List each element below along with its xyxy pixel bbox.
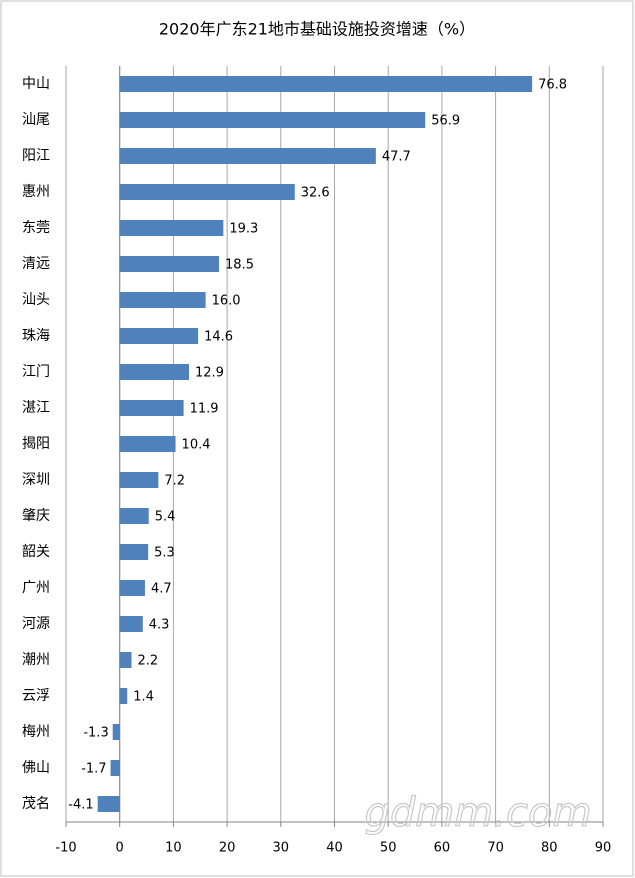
data-label: 1.4 xyxy=(133,690,154,705)
bar xyxy=(97,796,120,812)
y-tick-label: 广州 xyxy=(22,580,50,596)
bar xyxy=(119,508,149,524)
bar xyxy=(119,76,533,92)
y-tick-label: 梅州 xyxy=(22,724,50,740)
y-tick-label: 湛江 xyxy=(22,400,50,416)
data-label: 2.2 xyxy=(138,654,159,669)
bar xyxy=(119,328,199,344)
x-tick-label: 90 xyxy=(595,841,612,856)
y-tick-label: 阳江 xyxy=(22,148,50,164)
data-label: 56.9 xyxy=(431,114,460,129)
y-tick-label: 韶关 xyxy=(22,544,50,560)
data-label: 19.3 xyxy=(229,222,258,237)
x-tick-label: 50 xyxy=(380,841,397,856)
bar xyxy=(110,760,120,776)
bar xyxy=(112,724,120,740)
data-label: -4.1 xyxy=(68,798,93,813)
watermark: gdmm.com xyxy=(365,790,592,836)
data-label: 76.8 xyxy=(538,78,567,93)
data-label: 7.2 xyxy=(164,474,185,489)
x-tick-label: 40 xyxy=(326,841,343,856)
data-label: 32.6 xyxy=(301,186,330,201)
data-label: 14.6 xyxy=(204,330,233,345)
bar xyxy=(119,112,426,128)
bar xyxy=(119,256,220,272)
bar xyxy=(119,544,149,560)
y-tick-label: 汕头 xyxy=(22,292,50,308)
bar xyxy=(119,616,143,632)
y-tick-label: 东莞 xyxy=(22,220,50,236)
bar xyxy=(119,148,376,164)
bar xyxy=(119,688,128,704)
x-tick-label: -10 xyxy=(55,841,76,856)
y-tick-label: 佛山 xyxy=(22,760,50,776)
x-tick-label: 10 xyxy=(165,841,182,856)
data-label: 4.7 xyxy=(151,582,172,597)
bar xyxy=(119,400,184,416)
bar xyxy=(119,580,145,596)
y-tick-label: 河源 xyxy=(22,616,50,632)
x-tick-label: 70 xyxy=(487,841,504,856)
x-tick-label: 0 xyxy=(116,841,124,856)
data-label: 5.3 xyxy=(154,546,175,561)
data-label: -1.7 xyxy=(81,762,106,777)
data-label: 5.4 xyxy=(155,510,176,525)
bar xyxy=(119,436,176,452)
bar xyxy=(119,652,132,668)
data-label: 12.9 xyxy=(195,366,224,381)
chart-title: 2020年广东21地市基础设施投资增速（%） xyxy=(159,20,475,39)
y-tick-label: 潮州 xyxy=(22,652,50,668)
y-tick-label: 深圳 xyxy=(22,472,50,488)
y-tick-label: 揭阳 xyxy=(22,436,50,452)
y-tick-label: 江门 xyxy=(22,364,50,380)
y-tick-label: 中山 xyxy=(22,76,50,92)
x-tick-label: 30 xyxy=(273,841,290,856)
bar xyxy=(119,472,159,488)
data-label: 11.9 xyxy=(190,402,219,417)
y-tick-label: 肇庆 xyxy=(22,508,50,524)
bar xyxy=(119,184,295,200)
bar xyxy=(119,220,224,236)
bar xyxy=(119,292,206,308)
x-tick-label: 20 xyxy=(219,841,236,856)
y-tick-label: 惠州 xyxy=(22,184,50,200)
data-label: 10.4 xyxy=(182,438,211,453)
data-label: 16.0 xyxy=(212,294,241,309)
y-tick-label: 云浮 xyxy=(22,688,50,704)
bar xyxy=(119,364,189,380)
data-label: -1.3 xyxy=(83,726,108,741)
y-tick-label: 清远 xyxy=(22,256,50,272)
y-tick-label: 茂名 xyxy=(22,795,50,812)
data-label: 47.7 xyxy=(382,150,411,165)
data-label: 18.5 xyxy=(225,258,254,273)
y-tick-label: 汕尾 xyxy=(22,112,50,128)
y-tick-label: 珠海 xyxy=(22,328,50,344)
x-tick-label: 80 xyxy=(541,841,558,856)
data-label: 4.3 xyxy=(149,618,170,633)
x-tick-label: 60 xyxy=(434,841,451,856)
